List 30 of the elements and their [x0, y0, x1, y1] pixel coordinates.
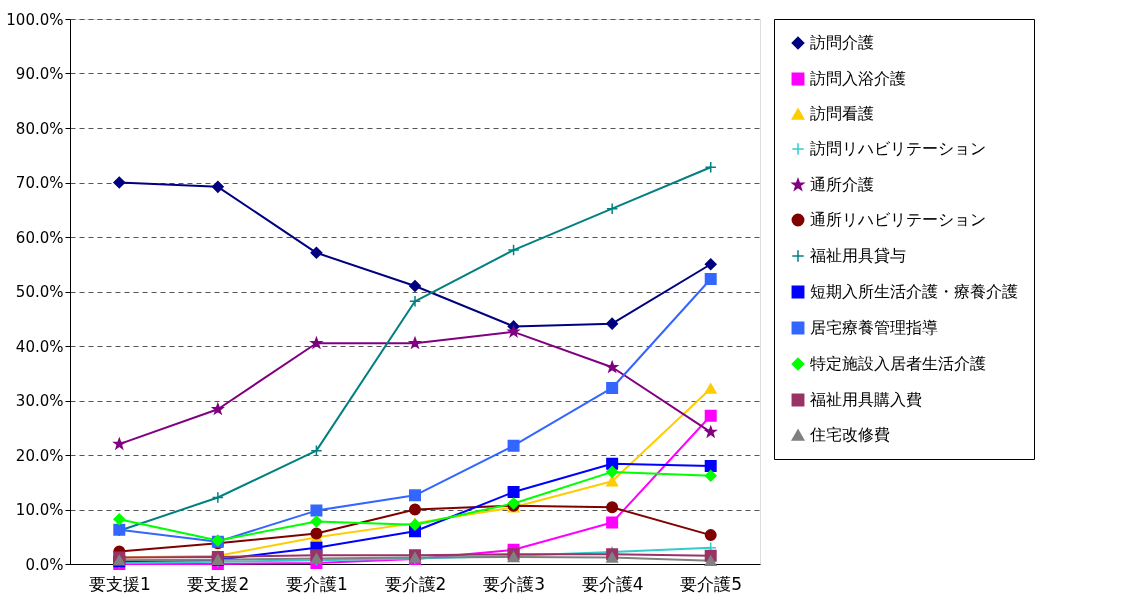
legend-label: 通所介護 [810, 175, 874, 194]
legend-label: 訪問看護 [810, 104, 874, 123]
y-tick-label: 20.0% [15, 446, 64, 465]
legend-label: 通所リハビリテーション [810, 210, 986, 229]
y-tick-label: 80.0% [15, 119, 64, 138]
y-tick-label: 30.0% [15, 392, 64, 410]
legend-label: 福祉用具購入費 [810, 390, 922, 409]
y-tick-label: 90.0% [15, 65, 64, 83]
y-tick-label: 100.0% [6, 10, 64, 29]
y-tick-label: 10.0% [15, 501, 64, 519]
x-tick-label: 要介護5 [680, 573, 743, 594]
legend-label: 福祉用具貸与 [810, 246, 906, 265]
y-tick-label: 50.0% [15, 283, 64, 301]
legend-label: 居宅療養管理指導 [810, 318, 938, 337]
x-tick-label: 要介護1 [286, 573, 348, 594]
y-tick-label: 60.0% [15, 228, 64, 247]
x-tick-label: 要支援2 [187, 573, 250, 594]
x-tick-label: 要支援1 [88, 573, 151, 594]
y-tick-label: 40.0% [15, 337, 64, 356]
legend-label: 短期入所生活介護・療養介護 [810, 282, 1018, 301]
x-tick-label: 要介護4 [581, 573, 644, 594]
y-tick-label: 70.0% [15, 174, 64, 192]
legend-label: 住宅改修費 [809, 425, 890, 444]
x-tick-label: 要介護2 [384, 573, 447, 594]
x-tick-label: 要介護3 [483, 573, 545, 594]
legend-label: 訪問介護 [810, 33, 874, 52]
legend-label: 訪問リハビリテーション [810, 139, 986, 158]
legend-label: 特定施設入居者生活介護 [810, 354, 986, 373]
y-tick-label: 0.0% [25, 555, 64, 574]
legend-label: 訪問入浴介護 [810, 69, 906, 88]
